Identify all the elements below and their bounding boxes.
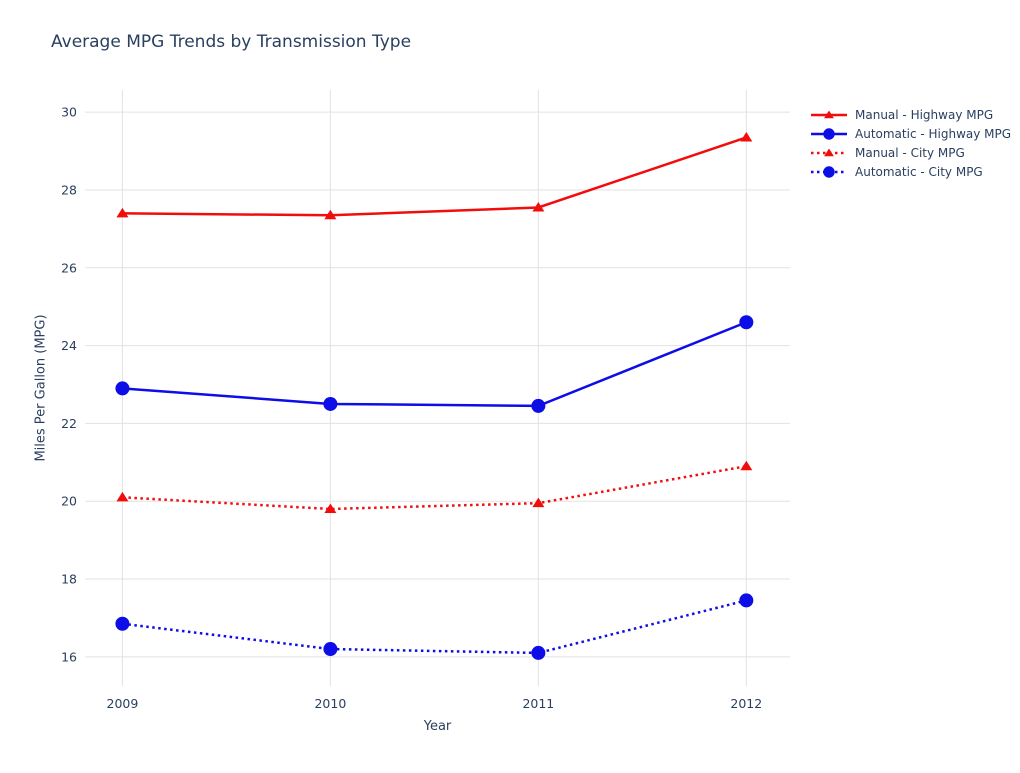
legend-item-3[interactable]: Automatic - City MPG — [810, 162, 1011, 181]
triangle-marker[interactable] — [116, 207, 129, 218]
series-3 — [115, 593, 754, 660]
series-0 — [116, 131, 753, 220]
series-line[interactable] — [122, 321, 747, 408]
legend-sample-circle-icon — [811, 127, 847, 140]
legend-sample-circle-icon — [811, 165, 847, 178]
legend-item-2[interactable]: Manual - City MPG — [810, 143, 1011, 162]
x-tick-label: 2010 — [314, 696, 346, 711]
triangle-marker[interactable] — [532, 201, 545, 212]
legend-item-label: Automatic - City MPG — [855, 164, 983, 179]
y-axis-title: Miles Per Gallon (MPG) — [33, 314, 49, 462]
series-line[interactable] — [122, 599, 747, 655]
legend-sample-triangle-icon — [811, 147, 847, 156]
y-tick-label: 22 — [61, 416, 77, 431]
y-tick-label: 28 — [61, 182, 77, 197]
legend-item-label: Manual - Highway MPG — [855, 107, 994, 122]
legend-item-1[interactable]: Automatic - Highway MPG — [810, 124, 1011, 143]
legend: Manual - Highway MPG Automatic - Highway … — [810, 105, 1011, 181]
triangle-marker[interactable] — [740, 131, 753, 142]
series-2 — [116, 460, 753, 513]
triangle-marker[interactable] — [740, 460, 753, 471]
y-tick-label: 16 — [61, 649, 77, 664]
circle-marker[interactable] — [739, 315, 754, 330]
x-axis-title: Year — [423, 719, 452, 734]
circle-marker[interactable] — [823, 165, 835, 178]
circle-marker[interactable] — [739, 593, 754, 608]
circle-marker[interactable] — [531, 398, 546, 413]
circle-marker[interactable] — [115, 381, 130, 396]
circle-marker[interactable] — [323, 396, 338, 411]
legend-sample-triangle-icon — [811, 109, 847, 118]
triangle-marker[interactable] — [324, 209, 337, 220]
circle-marker[interactable] — [115, 616, 130, 631]
x-tick-label: 2012 — [730, 696, 762, 711]
series-1 — [115, 315, 754, 413]
chart-title: Average MPG Trends by Transmission Type — [51, 32, 412, 52]
x-tick-label: 2011 — [522, 696, 554, 711]
x-tick-label: 2009 — [107, 696, 139, 711]
legend-item-label: Manual - City MPG — [855, 145, 965, 160]
triangle-marker[interactable] — [824, 109, 834, 118]
triangle-marker[interactable] — [824, 147, 834, 156]
triangle-marker[interactable] — [532, 497, 545, 508]
series-line[interactable] — [122, 136, 747, 217]
y-tick-label: 24 — [61, 338, 77, 353]
legend-item-0[interactable]: Manual - Highway MPG — [810, 105, 1011, 124]
legend-item-label: Automatic - Highway MPG — [855, 126, 1012, 141]
y-tick-label: 18 — [61, 572, 77, 587]
triangle-marker[interactable] — [324, 503, 337, 513]
circle-marker[interactable] — [823, 127, 835, 140]
circle-marker[interactable] — [323, 642, 338, 657]
y-tick-label: 30 — [61, 105, 77, 120]
triangle-marker[interactable] — [116, 491, 129, 502]
y-tick-label: 20 — [61, 494, 77, 509]
y-tick-label: 26 — [61, 260, 77, 275]
circle-marker[interactable] — [531, 645, 546, 660]
series-line[interactable] — [122, 464, 747, 511]
